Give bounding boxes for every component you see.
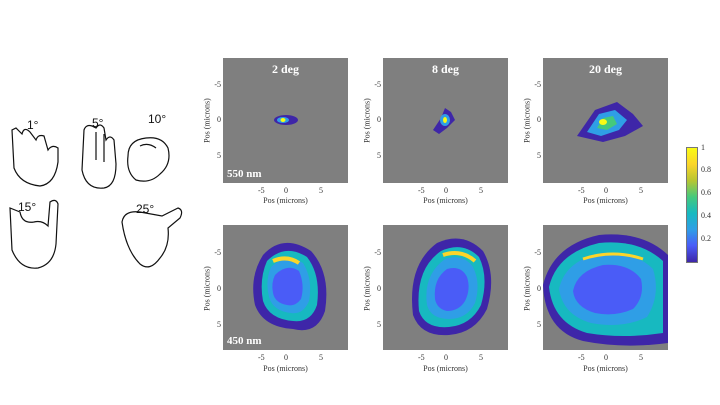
colorbar-tick: 0.8 xyxy=(701,165,711,174)
y-tick: -5 xyxy=(214,248,221,257)
x-tick: 0 xyxy=(604,186,608,195)
x-tick: 5 xyxy=(319,353,323,362)
psf-8deg-550 xyxy=(433,108,455,134)
hand-label-5: 5° xyxy=(92,116,104,130)
x-tick: -5 xyxy=(258,353,265,362)
y-tick: 5 xyxy=(537,320,541,329)
x-tick: -5 xyxy=(258,186,265,195)
y-tick: -5 xyxy=(214,80,221,89)
x-axis-label: Pos (microns) xyxy=(263,364,308,373)
psf-2deg-550 xyxy=(274,115,298,125)
wavelength-label: 450 nm xyxy=(227,335,262,347)
panel-title: 2 deg xyxy=(272,62,299,76)
x-tick: 0 xyxy=(284,353,288,362)
x-tick: 5 xyxy=(479,353,483,362)
psf-20deg-450 xyxy=(543,234,668,346)
y-tick: 0 xyxy=(537,284,541,293)
y-axis-label: Pos (microns) xyxy=(202,98,212,143)
y-tick: 0 xyxy=(377,115,381,124)
panel-2deg-550nm: 2 deg 550 nm xyxy=(223,58,348,183)
colorbar-tick: 0.4 xyxy=(701,211,711,220)
panel-title: 8 deg xyxy=(432,62,459,76)
y-axis-label: Pos (microns) xyxy=(202,266,212,311)
wavelength-label: 550 nm xyxy=(227,168,262,180)
hand-sketches xyxy=(9,124,183,269)
x-tick: 0 xyxy=(444,353,448,362)
y-axis-label: Pos (microns) xyxy=(522,98,532,143)
panel-20deg-550nm: 20 deg xyxy=(543,58,668,183)
x-tick: -5 xyxy=(578,186,585,195)
y-tick: 0 xyxy=(537,115,541,124)
x-tick: -5 xyxy=(578,353,585,362)
hand-illustrations: 1° 5° 10° 15° 25° xyxy=(0,100,190,300)
x-axis-label: Pos (microns) xyxy=(263,196,308,205)
y-tick: 5 xyxy=(377,320,381,329)
x-axis-label: Pos (microns) xyxy=(583,364,628,373)
x-tick: 0 xyxy=(604,353,608,362)
y-tick: 5 xyxy=(377,151,381,160)
y-tick: 5 xyxy=(217,151,221,160)
colorbar-tick: 0.2 xyxy=(701,234,711,243)
y-tick: 5 xyxy=(537,151,541,160)
panel-2deg-450nm: 450 nm xyxy=(223,225,348,350)
y-tick: -5 xyxy=(534,80,541,89)
x-axis-label: Pos (microns) xyxy=(423,196,468,205)
panel-8deg-550nm: 8 deg xyxy=(383,58,508,183)
x-tick: 5 xyxy=(639,353,643,362)
y-axis-label: Pos (microns) xyxy=(362,266,372,311)
colorbar xyxy=(686,147,698,263)
x-tick: 5 xyxy=(479,186,483,195)
x-tick: 5 xyxy=(639,186,643,195)
hand-label-15: 15° xyxy=(18,200,37,214)
hand-label-1: 1° xyxy=(27,118,39,132)
x-axis-label: Pos (microns) xyxy=(423,364,468,373)
y-tick: 0 xyxy=(217,284,221,293)
x-tick: 0 xyxy=(284,186,288,195)
y-tick: 0 xyxy=(377,284,381,293)
hand-label-25: 25° xyxy=(136,202,155,216)
x-axis-label: Pos (microns) xyxy=(583,196,628,205)
colorbar-tick: 0.6 xyxy=(701,188,711,197)
panel-20deg-450nm xyxy=(543,225,668,350)
y-tick: -5 xyxy=(534,248,541,257)
x-tick: 0 xyxy=(444,186,448,195)
y-axis-label: Pos (microns) xyxy=(362,98,372,143)
panel-title: 20 deg xyxy=(589,62,622,76)
x-tick: -5 xyxy=(418,186,425,195)
y-tick: 5 xyxy=(217,320,221,329)
x-tick: -5 xyxy=(418,353,425,362)
y-tick: -5 xyxy=(374,80,381,89)
psf-20deg-550 xyxy=(577,102,643,142)
y-tick: -5 xyxy=(374,248,381,257)
colorbar-tick: 1 xyxy=(701,143,705,152)
psf-2deg-450 xyxy=(253,242,327,331)
y-axis-label: Pos (microns) xyxy=(522,266,532,311)
x-tick: 5 xyxy=(319,186,323,195)
panel-8deg-450nm xyxy=(383,225,508,350)
hand-label-10: 10° xyxy=(148,112,167,126)
y-tick: 0 xyxy=(217,115,221,124)
psf-8deg-450 xyxy=(412,238,492,336)
